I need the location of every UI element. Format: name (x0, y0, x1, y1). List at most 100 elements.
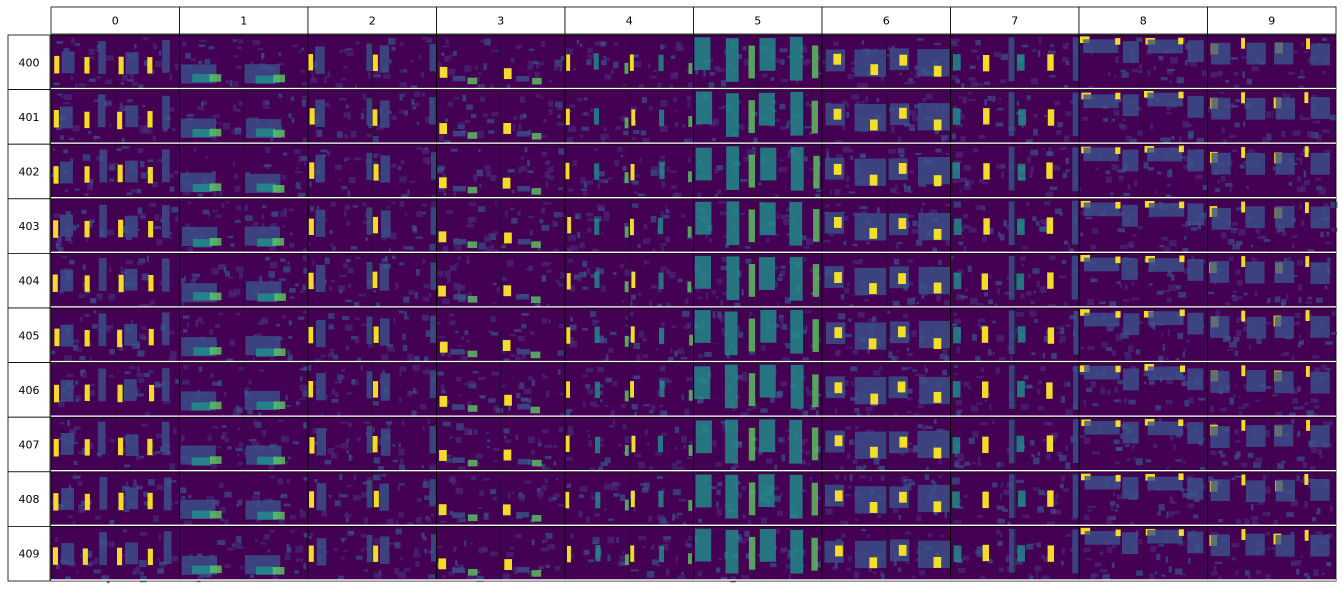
texture-patch (269, 475, 276, 479)
texture-patch (1020, 293, 1025, 299)
texture-patch (298, 192, 306, 200)
intensity-blob (148, 275, 154, 292)
texture-patch (421, 92, 426, 97)
texture-patch (683, 445, 687, 449)
texture-patch (282, 315, 286, 319)
texture-patch (388, 110, 392, 114)
cell-image-406-3 (436, 362, 567, 418)
texture-patch (1255, 228, 1261, 234)
texture-patch (579, 486, 588, 492)
texture-patch (936, 294, 941, 302)
texture-patch (527, 398, 532, 403)
intensity-blob (531, 570, 542, 577)
intensity-blob (624, 281, 629, 293)
texture-patch (1079, 187, 1082, 192)
texture-patch (236, 407, 243, 413)
texture-patch (487, 439, 491, 443)
texture-patch (186, 322, 190, 328)
texture-patch (233, 288, 241, 296)
intensity-blob (125, 542, 138, 565)
column-label: 1 (240, 15, 247, 28)
texture-patch (1234, 475, 1242, 478)
texture-patch (857, 82, 864, 89)
texture-patch (1165, 556, 1168, 563)
intensity-blob (1187, 149, 1204, 172)
texture-patch (1235, 99, 1240, 102)
texture-patch (741, 289, 744, 296)
texture-patch (826, 147, 830, 153)
intensity-blob (1084, 420, 1120, 435)
texture-patch (1234, 429, 1239, 435)
texture-patch (716, 189, 722, 194)
texture-patch (411, 99, 415, 105)
texture-patch (566, 48, 574, 55)
texture-patch (647, 442, 650, 446)
texture-patch (1191, 255, 1195, 261)
texture-patch (778, 167, 782, 173)
texture-patch (548, 496, 556, 502)
texture-patch (1301, 479, 1308, 483)
texture-patch (478, 376, 486, 380)
texture-patch (224, 519, 229, 525)
intensity-blob (516, 349, 530, 355)
cell-image-401-7 (950, 89, 1080, 145)
cell-image-402-0 (50, 143, 180, 200)
texture-patch (675, 45, 684, 51)
texture-patch (915, 239, 923, 246)
texture-patch (461, 336, 464, 341)
texture-patch (1030, 78, 1039, 85)
texture-patch (1314, 367, 1321, 373)
intensity-blob (625, 554, 629, 566)
texture-patch (873, 571, 877, 575)
texture-patch (988, 274, 992, 279)
texture-patch (517, 211, 521, 216)
intensity-blob (1072, 474, 1079, 519)
texture-patch (1060, 396, 1065, 403)
texture-patch (657, 82, 662, 88)
texture-patch (344, 514, 352, 518)
texture-patch (637, 292, 642, 296)
texture-patch (1132, 234, 1137, 237)
intensity-blob (624, 445, 629, 456)
texture-patch (1033, 128, 1038, 136)
texture-patch (864, 299, 870, 302)
texture-patch (1235, 269, 1241, 275)
cell-image-404-1 (179, 252, 310, 309)
texture-patch (467, 217, 473, 224)
texture-patch (455, 559, 458, 566)
texture-patch (876, 514, 882, 518)
intensity-blob (256, 348, 276, 357)
intensity-blob (694, 310, 711, 343)
texture-patch (605, 377, 612, 383)
texture-patch (339, 289, 343, 294)
intensity-blob (565, 491, 570, 509)
texture-patch (387, 424, 391, 429)
texture-patch (860, 153, 866, 158)
texture-patch (1236, 240, 1243, 246)
intensity-blob (1274, 261, 1295, 283)
texture-patch (287, 261, 290, 265)
texture-patch (312, 441, 318, 445)
texture-patch (1189, 60, 1197, 67)
texture-patch (1171, 135, 1175, 140)
texture-patch (76, 570, 79, 573)
texture-patch (662, 44, 667, 49)
intensity-blob (1008, 365, 1016, 409)
texture-patch (331, 388, 336, 395)
texture-patch (1148, 283, 1153, 286)
texture-patch (1039, 286, 1046, 292)
row-header-box (7, 198, 51, 254)
texture-patch (643, 482, 650, 490)
texture-patch (1131, 68, 1138, 73)
texture-patch (666, 166, 670, 172)
texture-patch (1117, 379, 1124, 385)
intensity-blob (453, 239, 467, 245)
texture-patch (139, 333, 146, 340)
texture-patch (64, 189, 69, 193)
column-label: 3 (497, 15, 504, 28)
texture-patch (953, 105, 958, 110)
texture-patch (531, 450, 535, 455)
texture-patch (381, 354, 389, 361)
texture-patch (816, 72, 823, 75)
intensity-blob (658, 490, 664, 508)
